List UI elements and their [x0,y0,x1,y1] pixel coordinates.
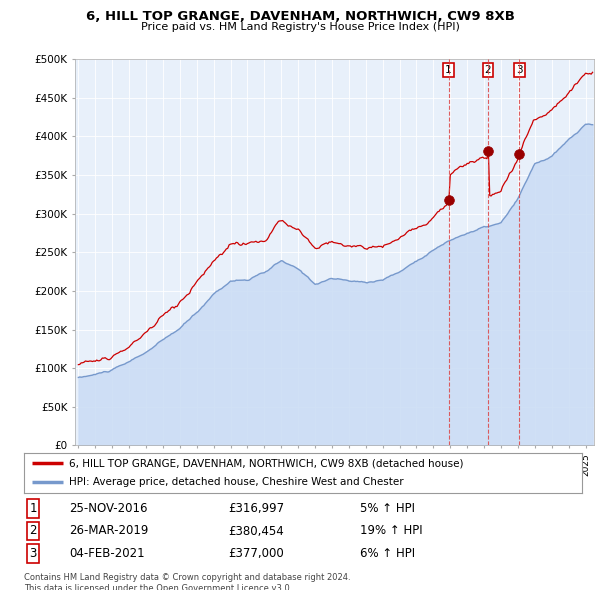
Text: 25-NOV-2016: 25-NOV-2016 [69,502,148,515]
Text: 6, HILL TOP GRANGE, DAVENHAM, NORTHWICH, CW9 8XB (detached house): 6, HILL TOP GRANGE, DAVENHAM, NORTHWICH,… [68,458,463,468]
Text: 19% ↑ HPI: 19% ↑ HPI [360,525,422,537]
Text: 5% ↑ HPI: 5% ↑ HPI [360,502,415,515]
Text: HPI: Average price, detached house, Cheshire West and Chester: HPI: Average price, detached house, Ches… [68,477,403,487]
Text: 1: 1 [445,65,452,75]
Text: 2: 2 [29,525,37,537]
Text: £377,000: £377,000 [228,547,284,560]
Text: £380,454: £380,454 [228,525,284,537]
Text: 2: 2 [485,65,491,75]
Text: 26-MAR-2019: 26-MAR-2019 [69,525,148,537]
Text: 6% ↑ HPI: 6% ↑ HPI [360,547,415,560]
Text: Price paid vs. HM Land Registry's House Price Index (HPI): Price paid vs. HM Land Registry's House … [140,22,460,32]
Text: 04-FEB-2021: 04-FEB-2021 [69,547,145,560]
Text: 1: 1 [29,502,37,515]
Text: £316,997: £316,997 [228,502,284,515]
Text: 3: 3 [29,547,37,560]
Text: 6, HILL TOP GRANGE, DAVENHAM, NORTHWICH, CW9 8XB: 6, HILL TOP GRANGE, DAVENHAM, NORTHWICH,… [86,10,514,23]
Text: 3: 3 [516,65,523,75]
Text: Contains HM Land Registry data © Crown copyright and database right 2024.
This d: Contains HM Land Registry data © Crown c… [24,573,350,590]
